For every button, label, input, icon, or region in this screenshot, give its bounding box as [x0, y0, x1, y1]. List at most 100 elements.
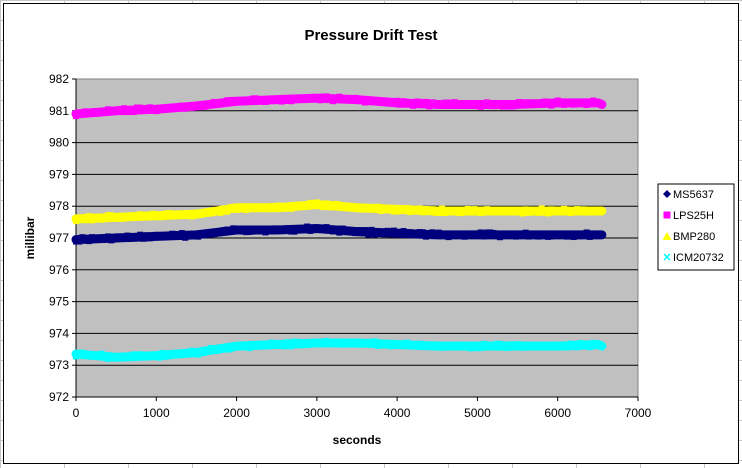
data-point-ms5637 — [439, 231, 446, 238]
data-point-ms5637 — [146, 235, 153, 242]
data-point-lps25h — [117, 106, 124, 113]
series-ms5637 — [71, 223, 607, 245]
data-point-icm20732 — [352, 341, 359, 348]
data-point-lps25h — [593, 100, 600, 107]
data-point-ms5637 — [397, 230, 404, 237]
data-point-ms5637 — [541, 231, 548, 238]
data-point-lps25h — [573, 99, 580, 106]
data-point-ms5637 — [529, 232, 536, 239]
data-point-ms5637 — [307, 227, 314, 234]
data-point-ms5637 — [545, 233, 552, 240]
data-point-lps25h — [236, 96, 243, 103]
data-point-ms5637 — [567, 231, 574, 238]
data-point-ms5637 — [130, 233, 137, 240]
data-point-bmp280 — [268, 203, 275, 210]
data-point-icm20732 — [583, 343, 590, 350]
data-point-lps25h — [98, 110, 105, 117]
data-point-bmp280 — [262, 206, 269, 213]
data-point-bmp280 — [541, 209, 548, 216]
data-point-ms5637 — [484, 229, 491, 236]
data-point-ms5637 — [506, 230, 513, 237]
data-point-icm20732 — [220, 346, 227, 353]
data-point-lps25h — [426, 103, 433, 110]
data-point-ms5637 — [281, 227, 288, 234]
data-point-ms5637 — [474, 230, 481, 237]
data-point-ms5637 — [127, 235, 134, 242]
data-point-bmp280 — [140, 214, 147, 221]
data-point-bmp280 — [272, 204, 279, 211]
data-point-icm20732 — [554, 341, 561, 348]
data-point-ms5637 — [468, 232, 475, 239]
data-point-lps25h — [400, 98, 407, 105]
data-point-ms5637 — [596, 231, 603, 238]
data-point-lps25h — [185, 103, 192, 110]
data-point-icm20732 — [201, 349, 208, 356]
data-point-lps25h — [596, 99, 603, 106]
data-point-ms5637 — [342, 228, 349, 235]
data-point-icm20732 — [146, 353, 153, 360]
data-point-lps25h — [114, 107, 121, 114]
data-point-lps25h — [294, 94, 301, 101]
data-point-icm20732 — [368, 338, 375, 345]
data-point-icm20732 — [262, 342, 269, 349]
data-point-icm20732 — [455, 342, 462, 349]
data-point-icm20732 — [545, 343, 552, 350]
data-point-ms5637 — [410, 229, 417, 236]
data-point-icm20732 — [198, 350, 205, 357]
data-point-bmp280 — [182, 212, 189, 219]
data-point-lps25h — [358, 96, 365, 103]
data-point-ms5637 — [201, 230, 208, 237]
data-point-icm20732 — [342, 338, 349, 345]
data-point-lps25h — [545, 99, 552, 106]
data-point-ms5637 — [317, 225, 324, 232]
data-point-bmp280 — [429, 206, 436, 213]
data-point-lps25h — [455, 100, 462, 107]
data-point-lps25h — [195, 103, 202, 110]
data-point-icm20732 — [288, 343, 295, 350]
data-point-lps25h — [95, 109, 102, 116]
data-point-bmp280 — [233, 206, 240, 213]
data-point-icm20732 — [358, 339, 365, 346]
data-point-ms5637 — [294, 225, 301, 232]
data-point-bmp280 — [143, 211, 150, 218]
data-point-lps25h — [333, 96, 340, 103]
data-point-bmp280 — [252, 204, 259, 211]
data-point-bmp280 — [304, 202, 311, 209]
data-point-lps25h — [374, 97, 381, 104]
data-point-icm20732 — [445, 342, 452, 349]
data-point-lps25h — [140, 105, 147, 112]
data-point-ms5637 — [191, 232, 198, 239]
x-axis-ticks: 0 1000 2000 3000 4000 5000 6000 7000 — [73, 396, 652, 420]
data-point-icm20732 — [564, 344, 571, 351]
data-point-lps25h — [590, 97, 597, 104]
data-point-lps25h — [410, 102, 417, 109]
data-point-lps25h — [73, 113, 79, 120]
data-point-bmp280 — [493, 209, 500, 216]
data-point-ms5637 — [326, 227, 333, 234]
data-point-icm20732 — [490, 342, 497, 349]
data-point-ms5637 — [101, 234, 108, 241]
data-point-lps25h — [134, 104, 141, 111]
legend[interactable]: MS5637 LPS25H BMP280 ICM20732 — [657, 183, 735, 271]
data-point-bmp280 — [406, 209, 413, 216]
data-point-bmp280 — [243, 207, 250, 214]
data-point-ms5637 — [79, 234, 86, 241]
data-point-ms5637 — [448, 232, 455, 239]
data-point-lps25h — [339, 95, 346, 102]
data-point-lps25h — [429, 99, 436, 106]
data-point-lps25h — [329, 98, 336, 105]
data-point-bmp280 — [551, 208, 558, 215]
data-point-icm20732 — [256, 341, 263, 348]
data-point-ms5637 — [140, 235, 147, 242]
data-point-icm20732 — [169, 352, 176, 359]
data-point-ms5637 — [291, 228, 298, 235]
legend-marker-ms5637 — [663, 190, 671, 198]
data-point-lps25h — [336, 93, 343, 100]
data-point-ms5637 — [143, 232, 150, 239]
data-point-lps25h — [230, 96, 237, 103]
y-tick-label-975: 975 — [49, 295, 69, 309]
data-point-icm20732 — [471, 343, 478, 350]
data-point-lps25h — [496, 102, 503, 109]
data-point-bmp280 — [333, 200, 340, 207]
data-point-icm20732 — [500, 344, 507, 351]
